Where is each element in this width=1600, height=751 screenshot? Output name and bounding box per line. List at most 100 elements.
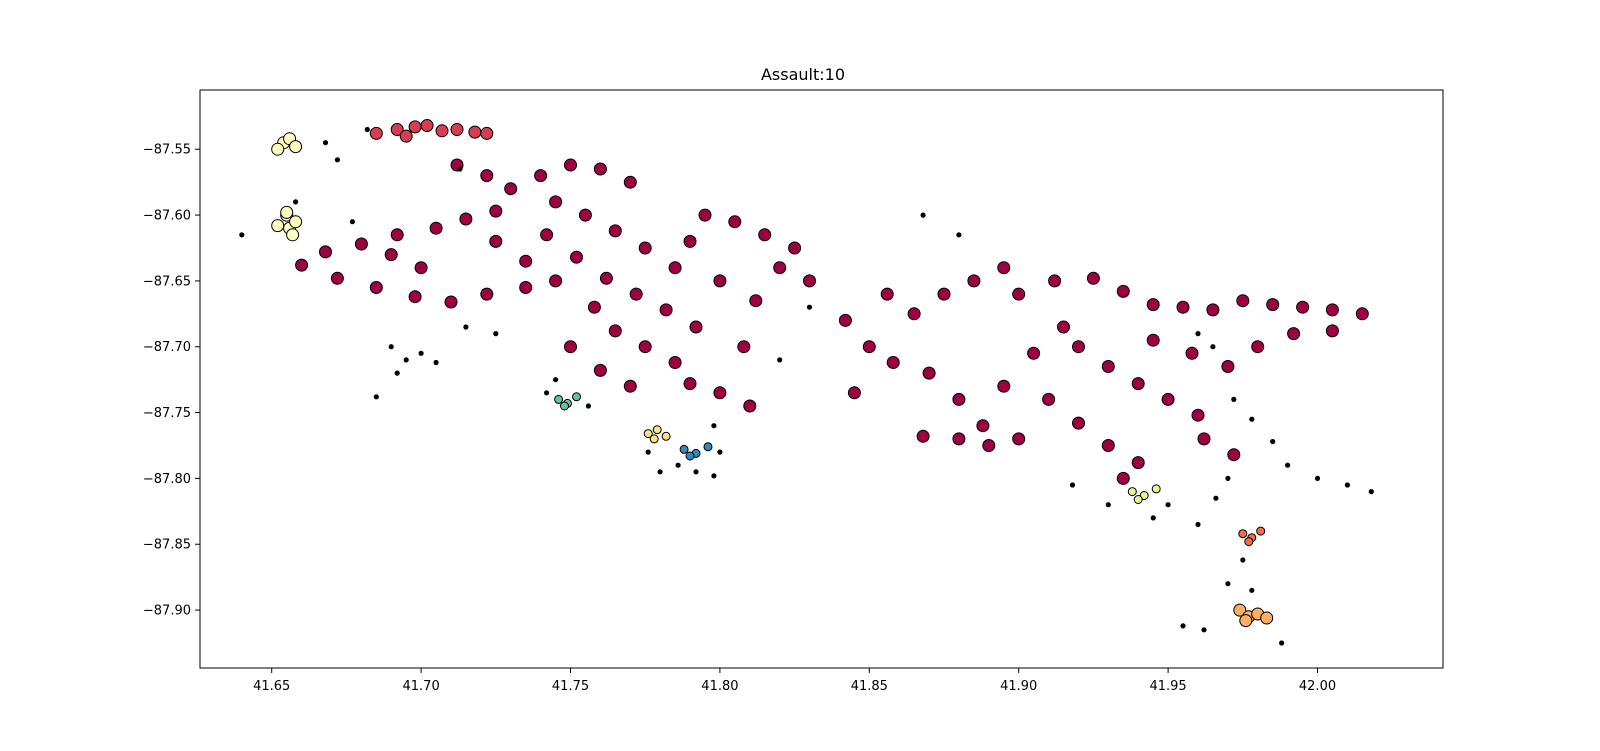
point-0-86 <box>1287 327 1301 341</box>
point-2-6 <box>289 215 303 229</box>
point-0-6 <box>489 204 503 218</box>
point-2-8 <box>286 228 300 242</box>
point-0-51 <box>743 399 757 413</box>
point-2-3 <box>271 142 285 156</box>
point-0-56 <box>937 287 951 301</box>
point-9-42 <box>334 157 340 163</box>
point-0-71 <box>1206 303 1220 317</box>
point-0-48 <box>668 261 682 275</box>
point-0-13 <box>504 182 518 196</box>
point-0-15 <box>564 158 577 172</box>
point-9-29 <box>1344 482 1350 488</box>
point-0-50 <box>737 340 751 354</box>
point-0-10 <box>444 295 458 309</box>
point-6-2 <box>1151 484 1161 494</box>
x-tick-label-2: 41.75 <box>552 679 589 694</box>
point-9-6 <box>463 324 469 330</box>
point-9-26 <box>1270 438 1276 445</box>
point-9-32 <box>1195 521 1201 528</box>
point-4-3 <box>649 434 659 444</box>
y-tick-label-6: −87.85 <box>143 538 191 553</box>
point-0-83 <box>1185 346 1199 360</box>
point-0-104 <box>384 248 398 262</box>
point-0-4 <box>429 221 443 235</box>
point-8-3 <box>1260 611 1274 625</box>
point-0-93 <box>1012 432 1026 446</box>
point-9-49 <box>1150 515 1156 521</box>
point-0-25 <box>629 287 643 301</box>
point-0-8 <box>369 281 383 294</box>
point-0-18 <box>549 195 563 209</box>
point-9-31 <box>1165 502 1171 508</box>
point-8-0 <box>1233 603 1247 617</box>
cluster-8 <box>1233 603 1274 628</box>
point-9-11 <box>645 449 651 455</box>
cluster-6 <box>1127 484 1161 504</box>
point-0-68 <box>1116 284 1130 298</box>
point-9-13 <box>675 462 681 468</box>
point-0-46 <box>773 261 787 275</box>
point-0-21 <box>638 241 652 255</box>
point-9-20 <box>920 212 926 218</box>
point-9-19 <box>777 357 783 363</box>
point-1-5 <box>450 123 464 136</box>
points-layer <box>239 119 1374 646</box>
cluster-7 <box>1238 526 1266 547</box>
point-5-2 <box>703 442 713 452</box>
cluster-4 <box>643 425 671 444</box>
point-9-45 <box>457 166 463 172</box>
point-9-47 <box>1069 482 1076 488</box>
point-1-8 <box>399 129 413 143</box>
point-9-4 <box>394 370 400 376</box>
point-0-64 <box>997 261 1011 275</box>
point-9-30 <box>1368 489 1374 495</box>
point-9-1 <box>403 357 409 363</box>
point-0-63 <box>967 274 981 288</box>
point-0-79 <box>1131 377 1145 391</box>
point-9-40 <box>239 232 245 238</box>
point-5-0 <box>679 444 689 454</box>
point-2-7 <box>280 205 294 219</box>
point-7-3 <box>1244 537 1254 547</box>
point-3-3 <box>560 401 569 411</box>
point-0-99 <box>847 386 861 400</box>
point-9-0 <box>388 344 394 350</box>
point-0-81 <box>1191 408 1205 422</box>
point-9-24 <box>1231 396 1237 402</box>
point-0-33 <box>683 377 697 391</box>
point-9-44 <box>349 219 355 225</box>
point-0-24 <box>599 271 613 285</box>
point-0-57 <box>922 366 936 380</box>
point-0-45 <box>749 294 763 308</box>
point-1-0 <box>369 126 383 140</box>
point-9-22 <box>1195 331 1201 337</box>
point-0-89 <box>1072 416 1085 430</box>
point-1-1 <box>390 123 404 136</box>
point-0-37 <box>623 379 637 393</box>
point-0-58 <box>952 392 966 406</box>
point-1-2 <box>408 120 422 134</box>
point-0-60 <box>997 379 1011 393</box>
point-0-88 <box>1042 392 1056 406</box>
point-0-103 <box>414 261 428 275</box>
x-tick-label-0: 41.65 <box>253 679 290 694</box>
point-0-55 <box>907 307 921 321</box>
point-5-3 <box>685 451 695 461</box>
point-0-0 <box>295 258 309 272</box>
point-0-27 <box>689 320 703 334</box>
cluster-1 <box>369 119 494 143</box>
point-0-82 <box>1146 333 1160 347</box>
cluster-3 <box>554 392 581 411</box>
point-0-92 <box>1116 471 1130 485</box>
point-0-14 <box>534 169 548 183</box>
x-tick-label-4: 41.85 <box>851 679 888 694</box>
point-0-41 <box>728 215 742 229</box>
point-0-20 <box>608 224 622 238</box>
point-0-2 <box>354 237 368 251</box>
point-0-72 <box>1236 294 1250 308</box>
point-9-21 <box>956 232 962 238</box>
point-9-23 <box>1210 344 1216 350</box>
point-0-65 <box>1012 287 1026 301</box>
point-0-22 <box>540 228 554 242</box>
point-0-101 <box>489 234 503 248</box>
